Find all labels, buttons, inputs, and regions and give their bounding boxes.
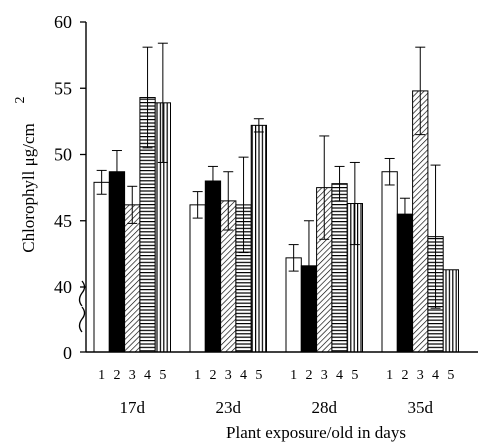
bars-layer (93, 90, 460, 353)
bar-28d-4 (331, 183, 348, 353)
category-label: 35d (408, 398, 434, 417)
y-axis-title: Chlorophyll μg/cm (19, 123, 38, 253)
bar-17d-1 (93, 181, 110, 353)
error-bar-17d-4 (142, 46, 153, 149)
bar-number-label: 5 (447, 368, 454, 383)
bar-number-label: 5 (159, 368, 166, 383)
bar-number-label: 4 (240, 368, 247, 383)
bar-number-label: 1 (194, 368, 201, 383)
y-tick-label: 55 (54, 78, 72, 98)
bar-35d-5 (442, 269, 460, 353)
bar-number-label: 3 (417, 368, 424, 383)
bar-23d-5 (250, 124, 267, 353)
bar-number-label: 2 (113, 368, 120, 383)
y-tick-label: 40 (54, 277, 72, 297)
error-bar-35d-3 (415, 46, 426, 136)
bar-number-label: 4 (336, 368, 343, 383)
error-bar-17d-3 (127, 185, 138, 224)
axis-break-mark (78, 280, 86, 333)
bar-number-label: 3 (321, 368, 328, 383)
error-bar-23d-5 (253, 118, 264, 133)
x-axis-title: Plant exposure/old in days (226, 423, 406, 442)
bar-17d-2 (108, 171, 126, 353)
bar-number-label: 2 (401, 368, 408, 383)
category-label: 17d (120, 398, 146, 417)
bar-number-label: 4 (144, 368, 151, 383)
error-bar-35d-2 (399, 197, 410, 231)
y-tick-label: 50 (54, 145, 72, 165)
error-bar-23d-1 (192, 191, 203, 219)
bar-23d-1 (189, 204, 206, 353)
error-bar-28d-4 (334, 165, 345, 202)
y-tick-label: 45 (54, 211, 72, 231)
y-axis-title-group: Chlorophyll μg/cm 2 (13, 97, 38, 253)
category-label: 23d (216, 398, 242, 417)
bar-35d-1 (381, 171, 398, 353)
bar-number-label: 3 (225, 368, 232, 383)
error-bars-layer (96, 42, 441, 312)
error-bar-17d-1 (96, 169, 107, 195)
error-bar-17d-5 (157, 42, 168, 163)
y-axis-title-superscript: 2 (13, 97, 28, 104)
bar-number-label: 4 (432, 368, 439, 383)
bar-number-label: 1 (386, 368, 393, 383)
bar-23d-2 (204, 180, 222, 353)
y-break-tick-label: 0 (63, 343, 72, 363)
error-bar-35d-4 (430, 164, 441, 309)
bar-28d-1 (285, 257, 302, 353)
error-bar-28d-5 (349, 161, 360, 246)
bar-number-label: 2 (209, 368, 216, 383)
y-ticks-layer: 40 45 50 55 60 (54, 12, 86, 353)
category-label: 28d (312, 398, 338, 417)
bar-35d-2 (396, 213, 414, 353)
error-bar-35d-1 (384, 157, 395, 186)
bar-number-label: 5 (255, 368, 262, 383)
error-bar-28d-3 (319, 135, 330, 240)
error-bar-23d-3 (223, 171, 234, 231)
bar-number-label: 3 (129, 368, 136, 383)
error-bar-23d-2 (207, 165, 218, 197)
error-bar-28d-1 (288, 244, 299, 272)
y-tick-label: 60 (54, 12, 72, 32)
bar-number-label: 2 (305, 368, 312, 383)
bar-number-label: 1 (98, 368, 105, 383)
bar-number-label: 5 (351, 368, 358, 383)
error-bar-17d-2 (111, 150, 122, 194)
error-bar-28d-2 (303, 220, 314, 312)
bar-number-label: 1 (290, 368, 297, 383)
error-bar-23d-4 (238, 156, 249, 254)
bar-17d-3 (124, 204, 141, 353)
